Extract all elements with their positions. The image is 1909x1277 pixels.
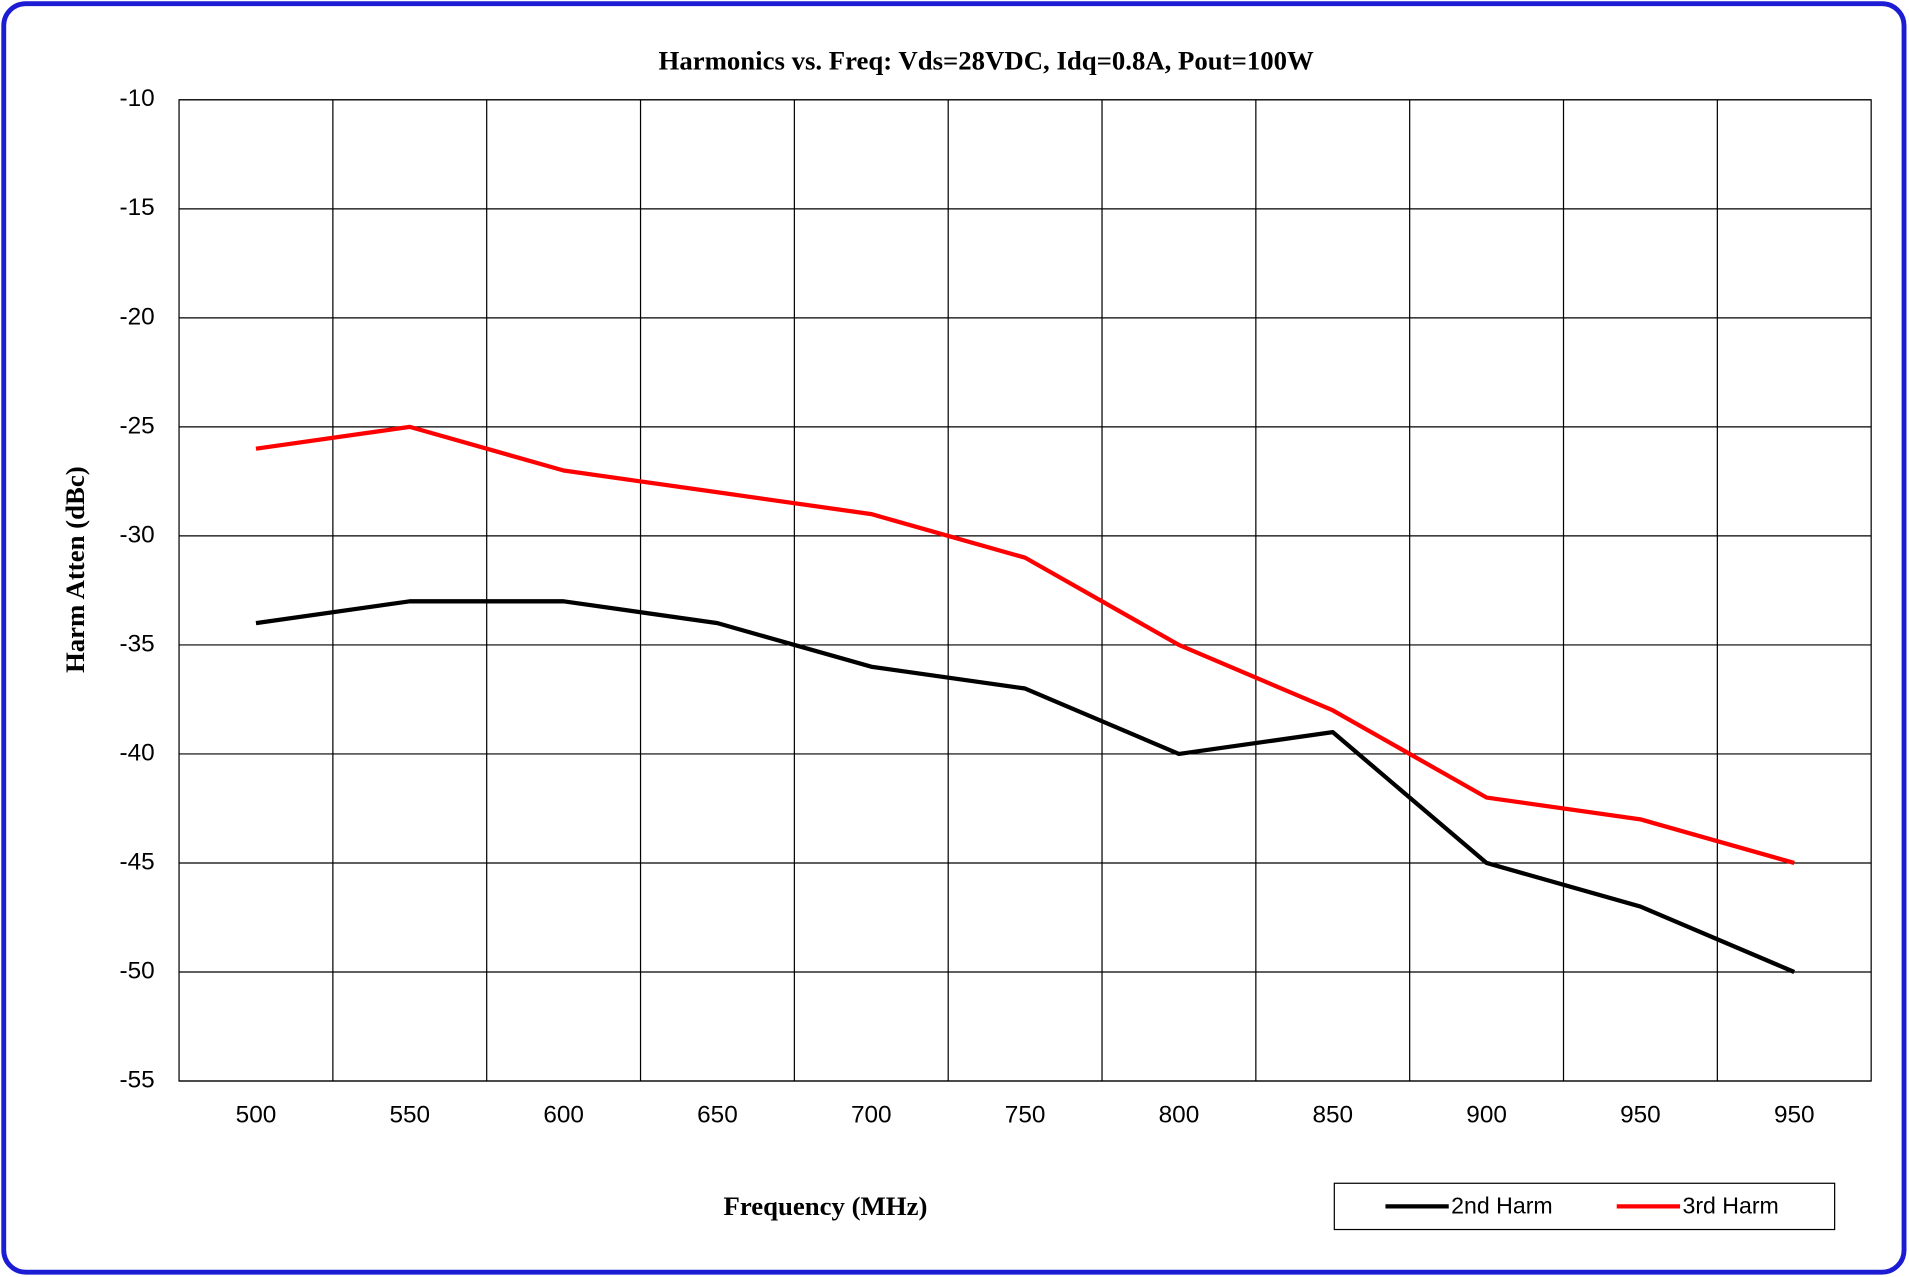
- y-axis-label: Harm Atten (dBc): [60, 466, 90, 673]
- x-tick-label: 550: [389, 1102, 430, 1129]
- legend-label: 2nd Harm: [1451, 1193, 1552, 1219]
- x-tick-label: 950: [1774, 1102, 1815, 1129]
- x-tick-label: 700: [851, 1102, 892, 1129]
- x-tick-label: 650: [697, 1102, 738, 1129]
- chart-title: Harmonics vs. Freq: Vds=28VDC, Idq=0.8A,…: [659, 45, 1314, 75]
- x-tick-label: 850: [1312, 1102, 1353, 1129]
- x-tick-label: 600: [543, 1102, 584, 1129]
- series-line: [255, 424, 1795, 866]
- y-tick-label: -45: [120, 848, 155, 875]
- x-tick-label: 750: [1005, 1102, 1046, 1129]
- y-tick-label: -50: [120, 957, 155, 984]
- x-axis-label: Frequency (MHz): [724, 1191, 928, 1221]
- series-line: [255, 599, 1796, 974]
- x-tick-label: 900: [1466, 1102, 1507, 1129]
- y-tick-label: -15: [120, 194, 155, 221]
- y-tick-label: -35: [120, 630, 155, 657]
- y-tick-label: -10: [120, 85, 155, 112]
- x-tick-label: 950: [1620, 1102, 1661, 1129]
- y-tick-label: -30: [120, 521, 155, 548]
- x-tick-label: 500: [236, 1102, 277, 1129]
- y-tick-label: -25: [120, 412, 155, 439]
- y-tick-label: -55: [120, 1066, 155, 1093]
- y-tick-label: -40: [120, 739, 155, 766]
- x-tick-label: 800: [1159, 1102, 1200, 1129]
- y-tick-label: -20: [120, 303, 155, 330]
- plot-frame: [178, 99, 1872, 1082]
- legend-label: 3rd Harm: [1682, 1193, 1778, 1219]
